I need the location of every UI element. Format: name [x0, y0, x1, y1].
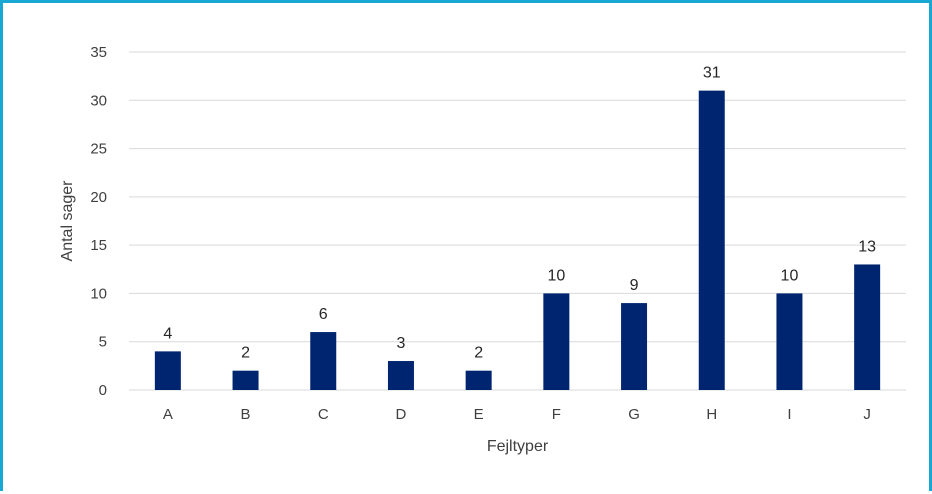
x-tick-label-H: H — [706, 406, 717, 423]
x-tick-label-D: D — [396, 406, 407, 423]
data-label-I: 10 — [781, 267, 799, 284]
y-axis-ticks: 0 5 10 15 20 25 30 35 — [90, 44, 107, 399]
x-tick-label-C: C — [318, 406, 329, 423]
x-tick-label-B: B — [241, 406, 251, 423]
y-tick-label: 15 — [90, 237, 107, 254]
data-label-J: 13 — [858, 238, 876, 255]
x-tick-label-E: E — [474, 406, 484, 423]
bar-J — [854, 264, 881, 390]
bar-I — [776, 293, 803, 390]
x-tick-label-J: J — [863, 406, 871, 423]
x-axis-title: Fejltyper — [487, 438, 549, 455]
bar-H — [698, 90, 725, 390]
data-label-A: 4 — [163, 325, 172, 342]
data-label-B: 2 — [241, 345, 250, 362]
data-label-D: 3 — [396, 335, 405, 352]
data-labels: 4 2 6 3 2 10 9 31 10 13 — [163, 65, 876, 362]
x-axis-ticks: A B C D E F G H I J — [163, 406, 871, 423]
bar-F — [543, 293, 570, 390]
data-label-G: 9 — [630, 277, 639, 294]
bar-A — [154, 351, 181, 390]
bar-G — [621, 303, 648, 390]
y-tick-label: 10 — [90, 285, 107, 302]
x-tick-label-I: I — [787, 406, 791, 423]
bar-C — [310, 332, 337, 390]
y-tick-label: 0 — [99, 382, 107, 399]
y-tick-label: 30 — [90, 92, 107, 109]
x-tick-label-G: G — [628, 406, 640, 423]
data-label-C: 6 — [319, 306, 328, 323]
bar-chart: 0 5 10 15 20 25 30 35 4 2 6 3 2 10 9 31 10 13 A B C D E F G H I J… — [59, 44, 906, 455]
y-axis-title: Antal sager — [59, 180, 76, 262]
data-label-E: 2 — [474, 345, 483, 362]
x-tick-label-F: F — [552, 406, 561, 423]
bar-E — [465, 370, 492, 390]
x-tick-label-A: A — [163, 406, 173, 423]
data-label-F: 10 — [547, 267, 565, 284]
y-tick-label: 35 — [90, 44, 107, 61]
gridlines — [129, 51, 906, 391]
y-tick-label: 20 — [90, 189, 107, 206]
bar-D — [387, 361, 414, 390]
bar-B — [232, 370, 259, 390]
data-label-H: 31 — [703, 65, 721, 82]
bars — [154, 90, 881, 390]
y-tick-label: 25 — [90, 141, 107, 158]
y-tick-label: 5 — [99, 334, 107, 351]
